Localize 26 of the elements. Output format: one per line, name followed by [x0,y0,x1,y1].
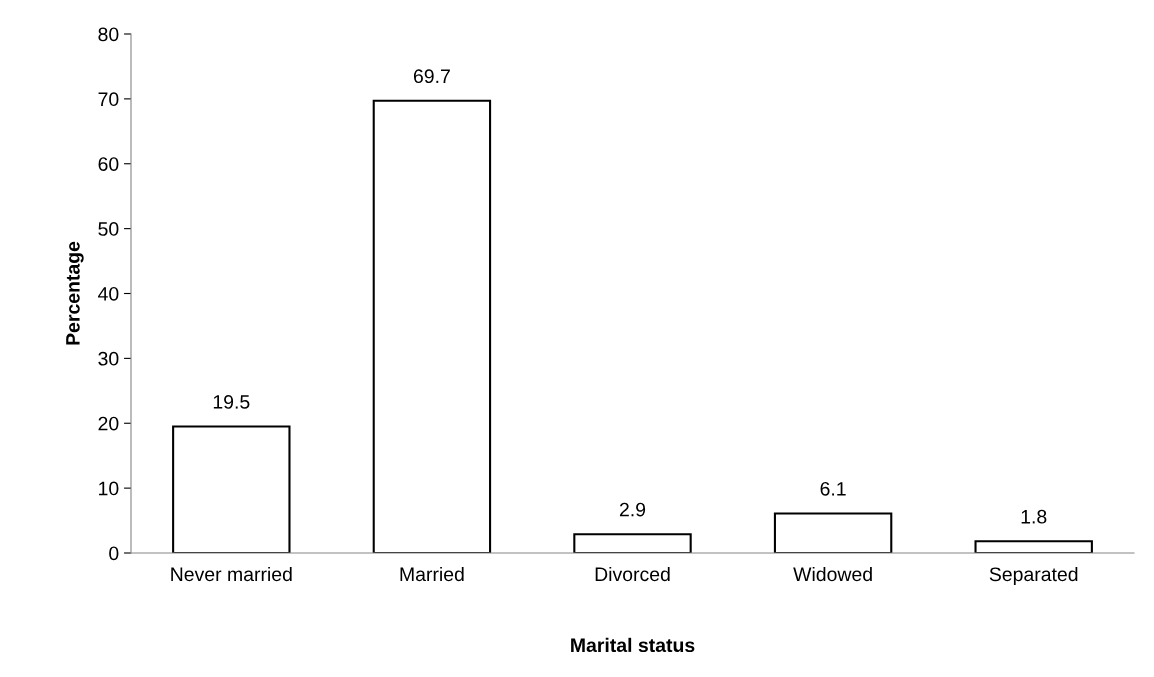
x-tick-label: Separated [989,566,1078,586]
data-label: 1.8 [1021,509,1047,524]
y-tick-label: 70 [98,92,119,107]
y-tick-label: 60 [98,157,119,171]
y-tick-label: 0 [109,546,119,561]
y-tick-label: 20 [98,416,119,431]
y-tick-label: 30 [98,351,119,366]
x-tick-label: Divorced [595,566,670,582]
y-tick-label: 80 [98,27,119,42]
bar [773,512,893,553]
y-axis-title: Percentage [66,241,84,345]
y-tick-label: 50 [98,222,119,236]
bar [372,99,492,553]
data-label: 2.9 [619,502,646,517]
data-label: 19.5 [213,394,250,409]
x-tick-label: Never married [171,566,292,582]
x-axis-title: Marital status [571,637,695,653]
y-tick-label: 10 [99,481,119,496]
x-tick-label: Widowed [793,566,872,582]
x-tick-label: Married [400,566,464,582]
bar [573,533,692,553]
bar [172,425,291,553]
data-label: 69.7 [413,69,450,84]
bar [974,540,1093,553]
y-tick-label: 40 [98,286,119,301]
data-label: 6.1 [820,481,846,496]
